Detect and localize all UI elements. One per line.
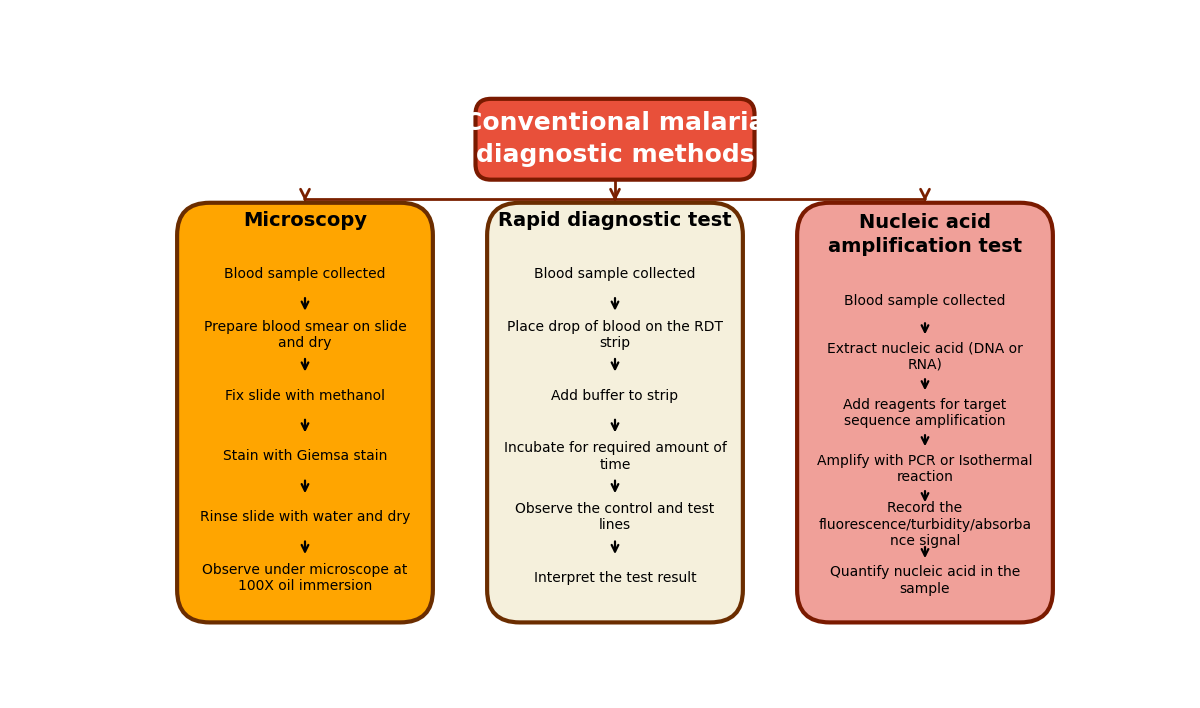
Text: Fix slide with methanol: Fix slide with methanol bbox=[226, 389, 385, 403]
Text: Stain with Giemsa stain: Stain with Giemsa stain bbox=[223, 450, 388, 464]
Text: Blood sample collected: Blood sample collected bbox=[534, 267, 696, 281]
Text: Rapid diagnostic test: Rapid diagnostic test bbox=[498, 210, 732, 229]
Text: Incubate for required amount of
time: Incubate for required amount of time bbox=[504, 441, 726, 472]
FancyBboxPatch shape bbox=[178, 202, 433, 622]
Text: Conventional malaria
diagnostic methods: Conventional malaria diagnostic methods bbox=[464, 111, 766, 167]
Text: Microscopy: Microscopy bbox=[242, 210, 367, 229]
Text: Observe the control and test
lines: Observe the control and test lines bbox=[515, 502, 715, 532]
Text: Rinse slide with water and dry: Rinse slide with water and dry bbox=[200, 510, 410, 525]
Text: Place drop of blood on the RDT
strip: Place drop of blood on the RDT strip bbox=[508, 320, 722, 350]
FancyBboxPatch shape bbox=[797, 202, 1052, 622]
Text: Nucleic acid
amplification test: Nucleic acid amplification test bbox=[828, 214, 1022, 256]
Text: Interpret the test result: Interpret the test result bbox=[534, 571, 696, 585]
Text: Amplify with PCR or Isothermal
reaction: Amplify with PCR or Isothermal reaction bbox=[817, 454, 1033, 484]
Text: Blood sample collected: Blood sample collected bbox=[224, 267, 385, 281]
Text: Add buffer to strip: Add buffer to strip bbox=[552, 389, 678, 403]
Text: Blood sample collected: Blood sample collected bbox=[845, 294, 1006, 308]
Text: Add reagents for target
sequence amplification: Add reagents for target sequence amplifi… bbox=[844, 398, 1007, 428]
FancyBboxPatch shape bbox=[487, 202, 743, 622]
FancyBboxPatch shape bbox=[475, 99, 755, 180]
Text: Record the
fluorescence/turbidity/absorba
nce signal: Record the fluorescence/turbidity/absorb… bbox=[818, 501, 1032, 548]
Text: Prepare blood smear on slide
and dry: Prepare blood smear on slide and dry bbox=[204, 320, 407, 350]
Text: Observe under microscope at
100X oil immersion: Observe under microscope at 100X oil imm… bbox=[203, 563, 408, 593]
Text: Quantify nucleic acid in the
sample: Quantify nucleic acid in the sample bbox=[830, 566, 1020, 595]
Text: Extract nucleic acid (DNA or
RNA): Extract nucleic acid (DNA or RNA) bbox=[827, 342, 1022, 372]
